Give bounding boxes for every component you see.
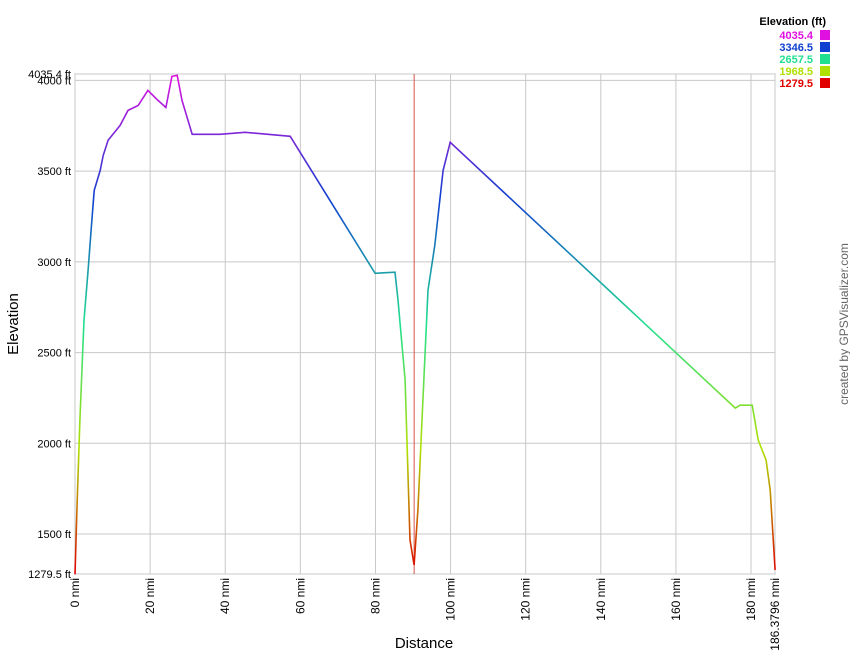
y-tick-label: 1279.5 ft xyxy=(28,569,71,581)
legend-label: 2657.5 xyxy=(779,54,813,66)
x-tick-label: 0 nmi xyxy=(68,578,82,607)
plot-area xyxy=(74,73,776,575)
x-tick-label: 60 nmi xyxy=(293,578,307,614)
y-tick-label: 1500 ft xyxy=(37,529,71,541)
legend-label: 1279.5 xyxy=(779,78,813,90)
x-tick-label: 40 nmi xyxy=(218,578,232,614)
x-tick-label: 160 nmi xyxy=(669,578,683,621)
credit: created by GPSVisualizer.com xyxy=(837,243,850,405)
legend-label: 1968.5 xyxy=(779,66,813,78)
x-tick-label: 180 nmi xyxy=(744,578,758,621)
y-tick-label: 4035.4 ft xyxy=(28,69,71,81)
legend-label: 4035.4 xyxy=(779,30,814,42)
x-tick-label: 120 nmi xyxy=(519,578,533,621)
y-tick-label: 2000 ft xyxy=(37,438,71,450)
y-axis-label: Elevation xyxy=(5,293,22,355)
y-tick-label: 2500 ft xyxy=(37,348,71,360)
legend-swatch xyxy=(820,30,830,40)
y-tick-label: 3000 ft xyxy=(37,257,71,269)
x-tick-label: 80 nmi xyxy=(368,578,382,614)
y-tick-label: 3500 ft xyxy=(37,166,71,178)
x-tick-label: 186.3796 nmi xyxy=(768,578,782,650)
x-tick-label: 20 nmi xyxy=(143,578,157,614)
legend-swatch xyxy=(820,78,830,88)
legend-title: Elevation (ft) xyxy=(759,16,826,28)
legend-swatch xyxy=(820,42,830,52)
x-axis-label: Distance xyxy=(395,635,453,650)
y-tick-label: 4000 ft xyxy=(37,75,71,87)
elevation-line xyxy=(74,74,776,575)
x-tick-label: 100 nmi xyxy=(444,578,458,621)
legend-label: 3346.5 xyxy=(779,42,813,54)
legend-swatch xyxy=(820,66,830,76)
x-tick-label: 140 nmi xyxy=(594,578,608,621)
legend-swatch xyxy=(820,54,830,64)
